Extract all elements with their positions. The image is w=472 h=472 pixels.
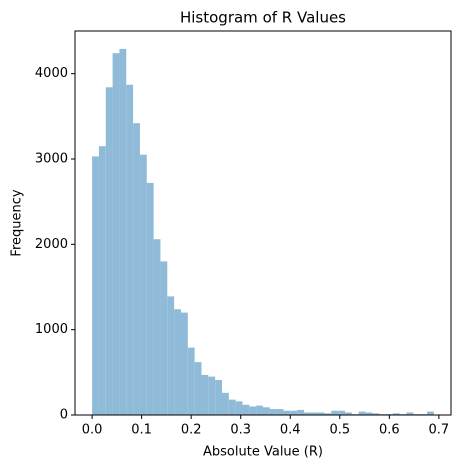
bar [256,405,263,415]
bar [194,362,202,415]
bar [133,123,140,415]
bar [146,182,154,415]
bar [338,410,346,415]
bar [98,146,106,415]
x-tick-label: 0.6 [379,423,400,438]
bar [208,376,216,415]
x-tick-label: 0.2 [181,423,202,438]
chart-title: Histogram of R Values [180,9,346,27]
x-tick-label: 0.0 [82,423,103,438]
bar [112,53,120,415]
bar [167,296,175,415]
x-tick-label: 0.5 [329,423,350,438]
bar [160,261,168,415]
bar [392,413,400,415]
bar [310,412,318,415]
bar [317,412,325,415]
x-tick-label: 0.7 [429,423,450,438]
y-tick-label: 1000 [35,322,68,337]
bar [297,409,305,415]
bar [427,411,434,415]
bar [365,412,373,415]
bar [372,413,380,415]
x-tick-label: 0.4 [280,423,301,438]
y-tick-label: 3000 [35,152,68,167]
bar [201,374,209,415]
bar [290,410,298,415]
bar [126,84,134,415]
bar [187,347,195,415]
bar [174,309,181,415]
bar [358,411,366,415]
bar [269,409,277,415]
bar [139,154,147,415]
bar [235,401,243,415]
x-axis-label: Absolute Value (R) [203,445,323,460]
bar [180,312,188,415]
bar [105,87,113,415]
bar [119,48,127,416]
bar [345,412,352,415]
bar [331,410,339,415]
bar [228,399,236,415]
plot-frame [74,30,452,416]
bar [92,156,99,415]
bar [242,404,250,415]
bar [215,380,222,415]
bar [324,413,332,415]
bar [221,392,229,415]
bar [276,409,284,415]
bar [153,239,161,415]
x-tick-label: 0.1 [131,423,152,438]
bar [406,412,414,415]
bar [263,407,270,415]
x-tick-label: 0.3 [230,423,251,438]
y-tick-label: 0 [60,408,68,423]
bar [304,412,311,415]
bar [249,406,257,415]
bar [283,410,291,415]
y-tick-label: 4000 [35,66,68,81]
y-tick-label: 2000 [35,237,68,252]
y-axis-label: Frequency [10,189,25,256]
